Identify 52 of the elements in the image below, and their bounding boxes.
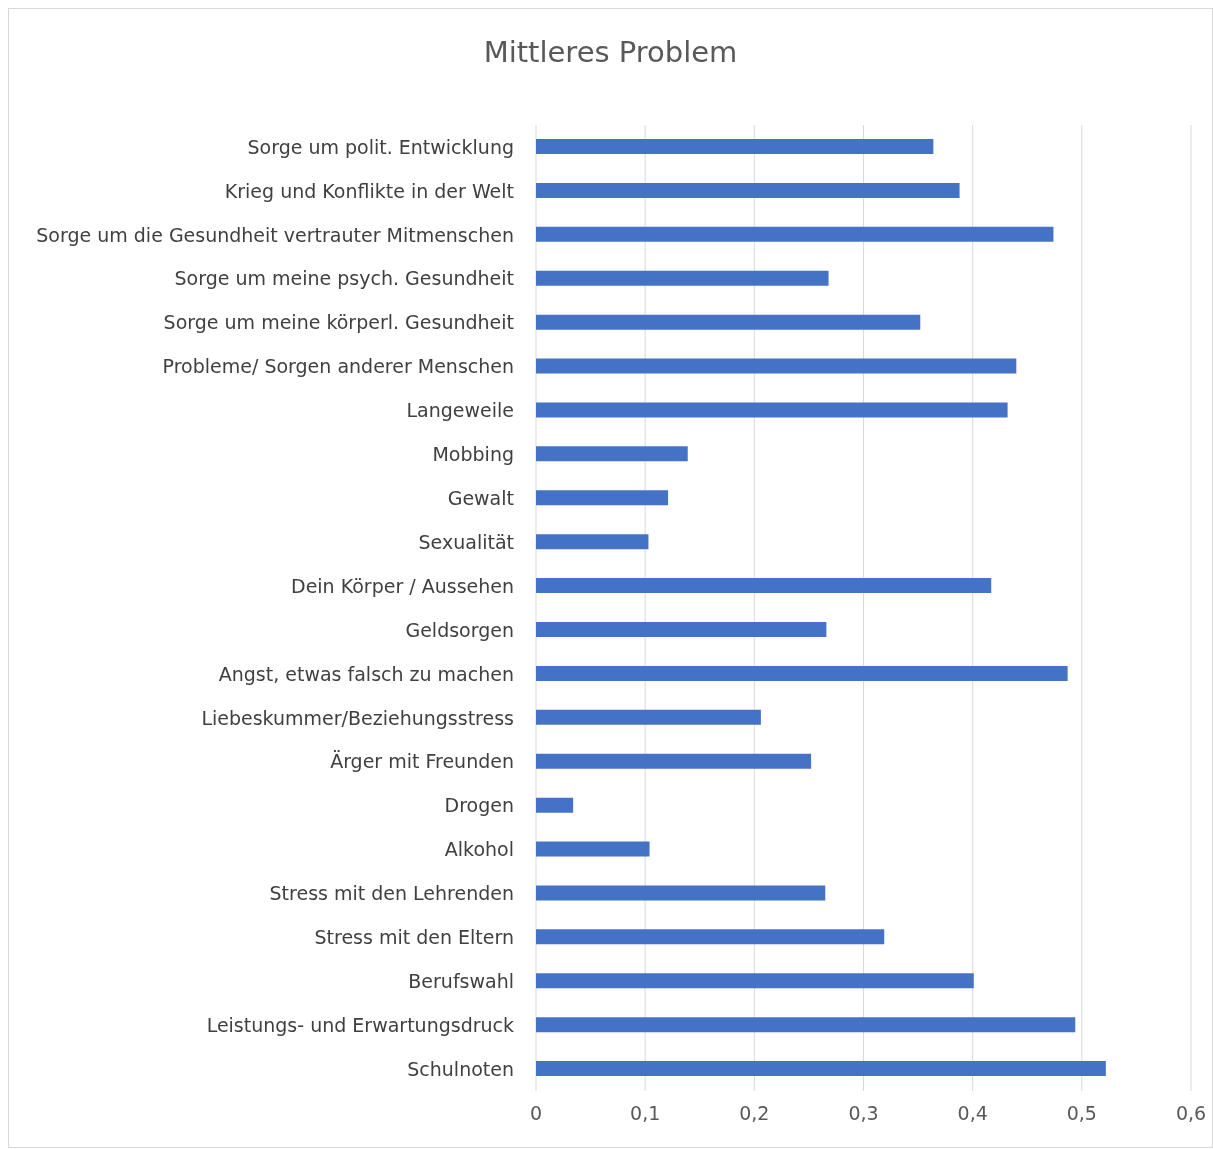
chart-title: Mittleres Problem — [482, 35, 739, 71]
y-tick-label: Sorge um polit. Entwicklung — [247, 135, 514, 158]
y-tick-label: Angst, etwas falsch zu machen — [218, 662, 514, 685]
bar — [536, 709, 761, 725]
x-tick-label: 0,6 — [1175, 1102, 1207, 1125]
y-tick-label: Liebeskummer/Beziehungsstress — [201, 706, 514, 729]
bar — [536, 885, 826, 901]
y-tick-label: Ärger mit Freunden — [330, 750, 514, 773]
y-tick-label: Langeweile — [406, 399, 514, 422]
y-tick-label: Berufswahl — [408, 969, 514, 992]
bar — [536, 1061, 1106, 1077]
bar — [536, 358, 1017, 374]
bar — [536, 929, 885, 945]
bar — [536, 665, 1068, 681]
bar — [536, 226, 1054, 242]
bar — [536, 270, 829, 286]
y-tick-label: Sorge um meine psych. Gesundheit — [174, 267, 514, 290]
y-tick-label: Sorge um meine körperl. Gesundheit — [163, 311, 514, 334]
bar — [536, 797, 574, 813]
y-tick-label: Dein Körper / Aussehen — [291, 574, 514, 597]
x-tick-label: 0,2 — [739, 1102, 770, 1125]
y-tick-label: Drogen — [444, 794, 514, 817]
x-tick-label: 0,5 — [1066, 1102, 1097, 1125]
x-tick-label: 0 — [529, 1102, 543, 1125]
y-tick-label: Stress mit den Eltern — [314, 926, 514, 949]
y-tick-label: Stress mit den Lehrenden — [269, 882, 514, 905]
bar — [536, 139, 934, 154]
bar — [536, 534, 649, 550]
bar — [536, 402, 1008, 418]
y-tick-label: Gewalt — [447, 486, 514, 509]
y-tick-label: Sexualität — [418, 530, 514, 553]
bar — [536, 578, 992, 594]
bar — [536, 490, 669, 506]
y-tick-label: Probleme/ Sorgen anderer Menschen — [162, 355, 514, 378]
x-tick-label: 0,3 — [848, 1102, 879, 1125]
bar — [536, 182, 960, 198]
bar — [536, 446, 688, 462]
bar — [536, 622, 827, 637]
y-tick-label: Leistungs- und Erwartungsdruck — [206, 1013, 514, 1036]
bar — [536, 1017, 1076, 1033]
x-tick-label: 0,1 — [630, 1102, 661, 1125]
bar — [536, 841, 650, 857]
y-tick-label: Mobbing — [432, 443, 514, 466]
y-tick-label: Alkohol — [444, 838, 514, 861]
y-tick-label: Geldsorgen — [405, 618, 514, 641]
y-tick-label: Sorge um die Gesundheit vertrauter Mitmenschen — [36, 223, 514, 246]
y-tick-label: Krieg und Konflikte in der Welt — [224, 179, 514, 202]
bar — [536, 973, 974, 989]
x-tick-label: 0,4 — [957, 1102, 988, 1125]
bar — [536, 314, 921, 330]
bar — [536, 753, 812, 769]
y-tick-label: Schulnoten — [407, 1057, 514, 1080]
